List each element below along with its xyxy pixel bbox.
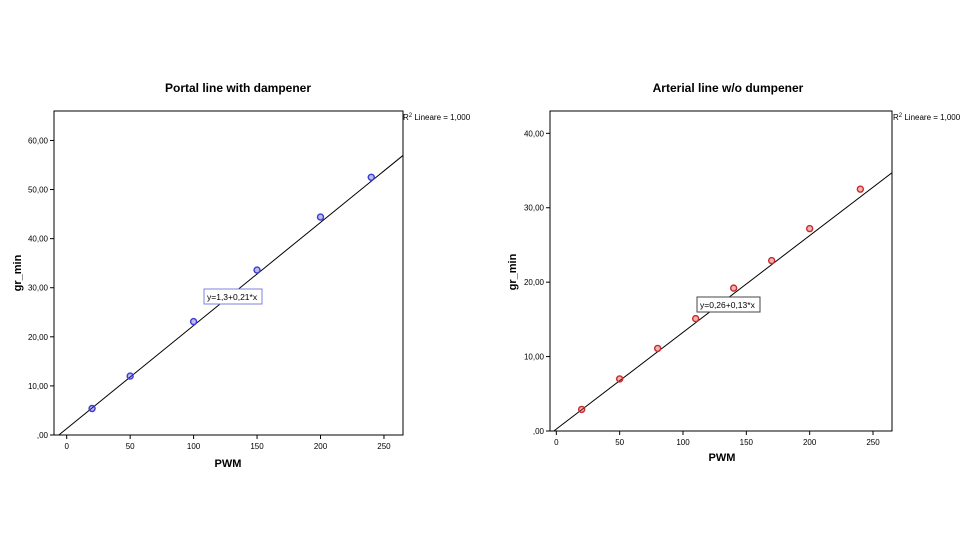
r-squared-note: R2 Lineare = 1,000 bbox=[403, 113, 471, 122]
fit-equation: y=0,26+0,13*x bbox=[700, 300, 756, 310]
chart-portal-line: Portal line with dampener PWM gr_min R2 … bbox=[12, 81, 471, 470]
x-tick-label: 200 bbox=[803, 438, 817, 447]
data-point bbox=[767, 256, 776, 265]
data-point bbox=[729, 284, 738, 292]
data-point bbox=[126, 372, 134, 380]
axis-ticks: 0 50 100 150 200 250 ,00 10,00 20,00 30,00 40,00 50… bbox=[28, 136, 391, 451]
data-point bbox=[615, 375, 624, 383]
y-axis-label: gr_min bbox=[12, 254, 24, 291]
data-point bbox=[577, 405, 586, 414]
y-tick-label: 20,00 bbox=[28, 333, 49, 342]
data-point bbox=[367, 173, 375, 181]
y-tick-label: 60,00 bbox=[28, 136, 49, 145]
x-tick-label: 50 bbox=[126, 442, 135, 451]
x-tick-label: 250 bbox=[866, 438, 880, 447]
data-point bbox=[253, 266, 261, 274]
x-tick-label: 100 bbox=[676, 438, 690, 447]
y-tick-label: 40,00 bbox=[28, 235, 49, 244]
y-tick-label: 50,00 bbox=[28, 186, 49, 195]
axis-ticks: 0 50 100 150 200 250 ,00 10,00 20,00 30,00 40,00 bbox=[524, 129, 880, 447]
data-point bbox=[691, 314, 700, 323]
x-tick-label: 200 bbox=[314, 442, 328, 451]
plot-area bbox=[549, 110, 893, 432]
y-tick-label: 10,00 bbox=[524, 353, 545, 362]
y-tick-label: 30,00 bbox=[524, 204, 545, 213]
fit-equation-box: y=0,26+0,13*x bbox=[696, 296, 761, 313]
x-tick-label: 100 bbox=[187, 442, 201, 451]
y-tick-label: ,00 bbox=[37, 431, 49, 440]
data-point bbox=[88, 404, 96, 413]
y-tick-label: 40,00 bbox=[524, 129, 545, 138]
fit-equation-frame bbox=[696, 296, 761, 313]
data-point bbox=[805, 224, 814, 233]
x-tick-label: 250 bbox=[377, 442, 391, 451]
x-tick-label: 50 bbox=[615, 438, 624, 447]
x-tick-label: 0 bbox=[64, 442, 69, 451]
y-tick-label: 10,00 bbox=[28, 382, 49, 391]
x-axis-label: PWM bbox=[215, 458, 242, 470]
plot-area bbox=[53, 110, 404, 436]
x-tick-label: 0 bbox=[554, 438, 559, 447]
chart-arterial-line: Arterial line w/o dumpener PWM gr_min R2… bbox=[507, 81, 961, 464]
x-axis-label: PWM bbox=[709, 452, 736, 464]
data-point bbox=[189, 317, 198, 326]
y-tick-label: 30,00 bbox=[28, 284, 49, 293]
data-point bbox=[653, 344, 662, 353]
y-tick-label: ,00 bbox=[533, 427, 545, 436]
x-tick-label: 150 bbox=[740, 438, 754, 447]
fit-equation-frame bbox=[203, 288, 263, 305]
chart-title: Arterial line w/o dumpener bbox=[653, 81, 804, 95]
fit-equation: y=1,3+0,21*x bbox=[207, 292, 258, 302]
chart-title: Portal line with dampener bbox=[165, 81, 311, 95]
x-tick-label: 150 bbox=[250, 442, 264, 451]
y-tick-label: 20,00 bbox=[524, 278, 545, 287]
fit-equation-box: y=1,3+0,21*x bbox=[203, 288, 263, 305]
r-squared-note: R2 Lineare = 1,000 bbox=[893, 113, 961, 122]
y-axis-label: gr_min bbox=[507, 253, 519, 290]
data-point bbox=[856, 185, 865, 193]
data-point bbox=[316, 213, 325, 221]
